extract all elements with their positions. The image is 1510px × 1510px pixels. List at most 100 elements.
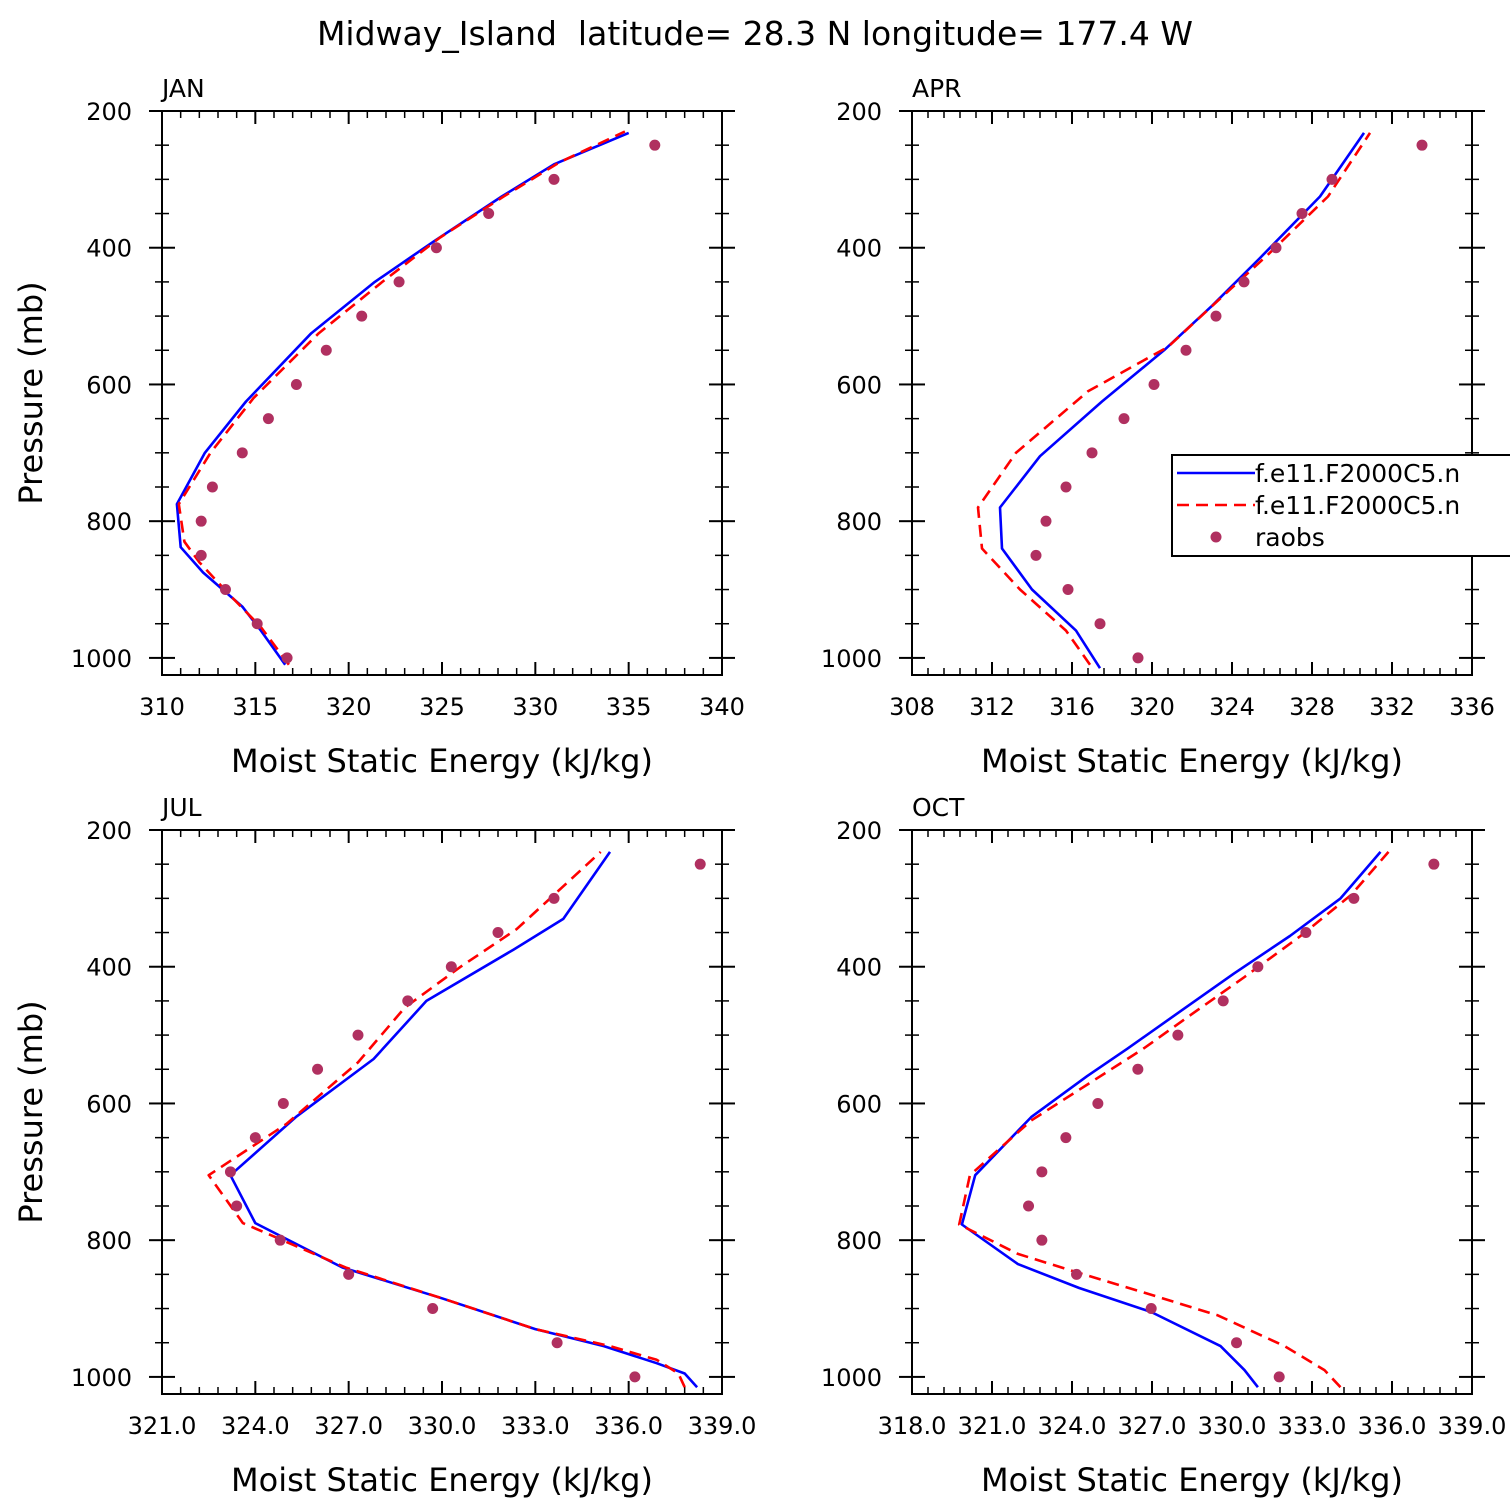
raobs-point-apr [1180, 344, 1192, 356]
x-tick-label-oct: 330.0 [1198, 1412, 1267, 1440]
x-tick-label-apr: 332 [1369, 693, 1415, 721]
raobs-point-oct [1428, 858, 1440, 870]
panel-label-apr: APR [912, 74, 962, 103]
y-tick-label-apr: 1000 [821, 645, 882, 673]
raobs-point-jan [483, 208, 495, 220]
raobs-point-jul [277, 1097, 289, 1109]
raobs-point-jul [551, 1337, 563, 1349]
raobs-point-apr [1270, 242, 1282, 254]
legend-raobs-swatch [1210, 531, 1222, 543]
raobs-point-apr [1148, 378, 1160, 390]
raobs-point-apr [1062, 584, 1074, 596]
x-tick-label-apr: 316 [1049, 693, 1095, 721]
plot-frame-jul [161, 829, 723, 1395]
raobs-point-oct [1300, 927, 1312, 939]
raobs-point-jul [402, 995, 414, 1007]
raobs-point-apr [1210, 310, 1222, 322]
raobs-point-oct [1132, 1063, 1144, 1075]
legend-label: f.e11.F2000C5.n [1255, 459, 1460, 488]
y-tick-label-jan: 400 [86, 235, 132, 263]
x-tick-label-oct: 336.0 [1358, 1412, 1427, 1440]
y-tick-label-jul: 1000 [71, 1364, 132, 1392]
raobs-point-apr [1416, 139, 1428, 151]
raobs-point-apr [1040, 515, 1052, 527]
series-group-jul [207, 850, 706, 1389]
model2-line-oct [957, 851, 1390, 1389]
x-tick-label-jan: 320 [326, 693, 372, 721]
raobs-point-jul [312, 1063, 324, 1075]
x-tick-label-jan: 340 [699, 693, 745, 721]
x-tick-label-jul: 327.0 [314, 1412, 383, 1440]
raobs-point-jul [548, 892, 560, 904]
x-tick-label-apr: 312 [969, 693, 1015, 721]
x-tick-label-oct: 327.0 [1118, 1412, 1187, 1440]
raobs-point-apr [1118, 413, 1130, 425]
y-tick-label-apr: 800 [836, 508, 882, 536]
x-tick-label-jul: 321.0 [128, 1412, 197, 1440]
y-tick-label-apr: 400 [836, 235, 882, 263]
y-tick-label-oct: 1000 [821, 1364, 882, 1392]
model1-line-apr [998, 132, 1366, 669]
y-tick-label-jul: 800 [86, 1227, 132, 1255]
raobs-point-jan [219, 584, 231, 596]
raobs-point-jan [393, 276, 405, 288]
x-tick-label-jan: 330 [512, 693, 558, 721]
series-group-oct [957, 851, 1440, 1389]
plot-frame-jan [161, 110, 723, 676]
y-tick-label-jan: 1000 [71, 645, 132, 673]
panel-oct: OCT 318.0 321.0 324.0 327.0 330.0 333.0 336.0 33… [821, 793, 1506, 1499]
x-axis-label-jan: Moist Static Energy (kJ/kg) [231, 742, 653, 780]
panel-label-jan: JAN [160, 74, 205, 103]
raobs-point-oct [1273, 1371, 1285, 1383]
raobs-point-oct [1036, 1166, 1048, 1178]
x-tick-label-apr: 324 [1209, 693, 1255, 721]
plot-frame-oct [911, 829, 1473, 1395]
raobs-point-jan [356, 310, 368, 322]
raobs-point-jan [206, 481, 218, 493]
x-tick-label-apr: 336 [1449, 693, 1495, 721]
raobs-point-apr [1326, 173, 1338, 185]
raobs-point-jul [231, 1200, 243, 1212]
plot-frame-apr [911, 110, 1473, 676]
raobs-point-apr [1238, 276, 1250, 288]
raobs-point-oct [1060, 1132, 1072, 1144]
y-tick-label-oct: 800 [836, 1227, 882, 1255]
y-tick-label-apr: 600 [836, 371, 882, 399]
x-tick-label-apr: 308 [889, 693, 935, 721]
panels: JAN 310 315 320 325 330 335 340 200 400 600 800 1000… [12, 74, 1510, 1499]
raobs-point-jan [290, 378, 302, 390]
y-axis-label-jul: Pressure (mb) [12, 1000, 50, 1223]
y-tick-label-jan: 200 [86, 98, 132, 126]
panel-label-jul: JUL [160, 793, 202, 822]
raobs-point-jan [262, 413, 274, 425]
raobs-point-oct [1217, 995, 1229, 1007]
raobs-point-apr [1132, 652, 1144, 664]
x-tick-label-jul: 333.0 [501, 1412, 570, 1440]
raobs-point-apr [1296, 208, 1308, 220]
x-tick-label-apr: 320 [1129, 693, 1175, 721]
x-tick-label-jul: 330.0 [408, 1412, 477, 1440]
x-tick-label-jan: 315 [232, 693, 278, 721]
x-tick-label-oct: 318.0 [878, 1412, 947, 1440]
raobs-point-oct [1023, 1200, 1035, 1212]
legend-label: f.e11.F2000C5.n [1255, 491, 1460, 520]
figure-title: Midway_Island latitude= 28.3 N longitude… [317, 14, 1193, 53]
series-group-apr [976, 132, 1428, 669]
model1-line-oct [960, 851, 1382, 1389]
panel-jan: JAN 310 315 320 325 330 335 340 200 400 600 800 1000… [12, 74, 745, 780]
raobs-point-jan [281, 652, 293, 664]
x-tick-label-jul: 324.0 [221, 1412, 290, 1440]
raobs-point-jul [492, 927, 504, 939]
model2-line-apr [976, 132, 1372, 666]
model1-line-jul [229, 851, 699, 1389]
y-tick-label-oct: 400 [836, 954, 882, 982]
raobs-point-oct [1231, 1337, 1243, 1349]
y-axis-label-jan: Pressure (mb) [12, 281, 50, 504]
x-tick-label-jul: 336.0 [594, 1412, 663, 1440]
legend: f.e11.F2000C5.n f.e11.F2000C5.n raobs [1171, 454, 1510, 557]
raobs-point-jul [343, 1268, 355, 1280]
raobs-point-apr [1060, 481, 1072, 493]
panel-apr: APR 308 312 316 320 324 328 332 336 200 400 600 800 1… [821, 74, 1495, 780]
x-tick-label-jul: 339.0 [688, 1412, 757, 1440]
